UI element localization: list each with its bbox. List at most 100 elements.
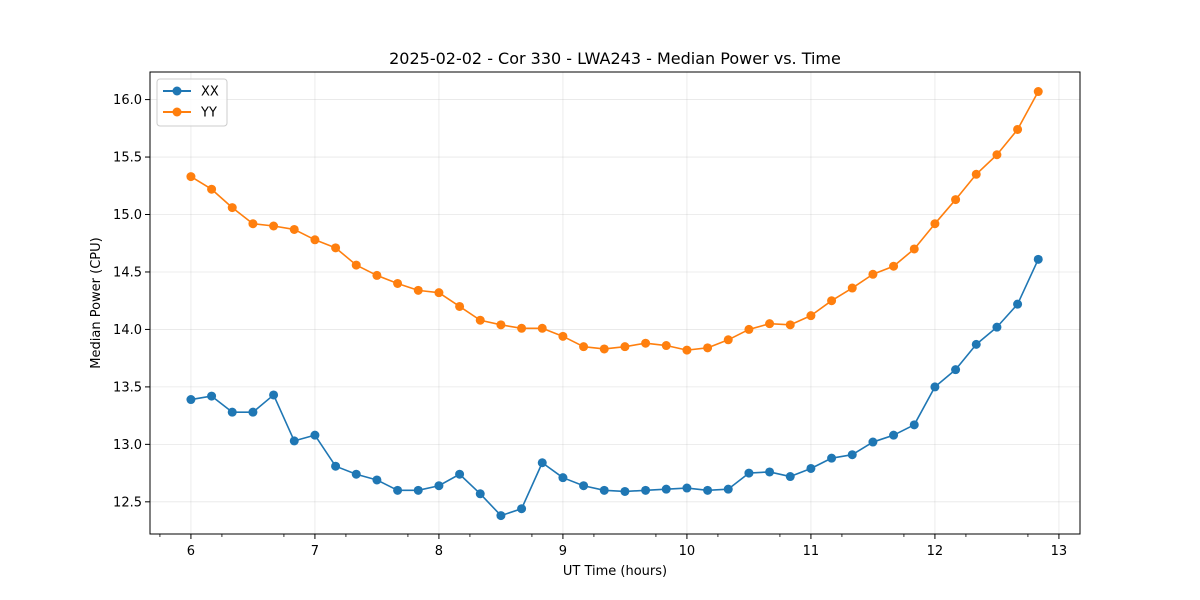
data-point-xx [248, 407, 258, 417]
data-point-yy [723, 335, 733, 345]
x-axis-title: UT Time (hours) [563, 564, 667, 579]
data-point-xx [785, 472, 795, 482]
x-tick-label: 12 [927, 544, 944, 559]
data-point-yy [620, 342, 630, 352]
data-point-yy [496, 320, 506, 330]
data-point-yy [930, 219, 940, 229]
data-point-yy [909, 244, 919, 254]
y-axis-title: Median Power (CPU) [89, 237, 104, 368]
data-point-yy [641, 338, 651, 348]
x-tick-label: 8 [435, 544, 443, 559]
data-point-yy [289, 224, 299, 234]
data-point-xx [765, 467, 775, 477]
data-point-xx [641, 485, 651, 495]
series-layer [186, 87, 1043, 521]
data-point-yy [579, 342, 589, 352]
data-point-yy [661, 341, 671, 351]
data-point-xx [207, 391, 217, 401]
data-point-xx [971, 339, 981, 349]
y-tick-label: 15.5 [113, 151, 142, 166]
data-point-yy [248, 219, 258, 229]
data-point-xx [744, 468, 754, 478]
data-point-yy [599, 344, 609, 354]
data-point-yy [517, 323, 527, 333]
legend: XX YY [156, 78, 228, 127]
y-tick-label: 13.5 [113, 380, 142, 395]
data-point-xx [393, 485, 403, 495]
data-point-xx [723, 484, 733, 494]
x-tick-label: 9 [559, 544, 567, 559]
data-point-xx [475, 489, 485, 499]
data-point-xx [661, 484, 671, 494]
data-point-yy [331, 243, 341, 253]
data-point-xx [951, 365, 961, 375]
data-point-yy [703, 343, 713, 353]
data-point-yy [186, 172, 196, 182]
y-tick-label: 12.5 [113, 495, 142, 510]
data-point-yy [227, 203, 237, 213]
data-point-xx [599, 485, 609, 495]
data-point-xx [868, 437, 878, 447]
data-point-yy [889, 261, 899, 271]
x-tick-label: 7 [311, 544, 319, 559]
y-tick-label: 14.0 [113, 323, 142, 338]
data-point-xx [351, 469, 361, 479]
data-point-xx [909, 420, 919, 430]
data-point-xx [930, 382, 940, 392]
data-point-xx [558, 473, 568, 483]
data-point-xx [372, 475, 382, 485]
data-point-xx [517, 504, 527, 514]
data-point-xx [992, 322, 1002, 332]
data-point-xx [227, 407, 237, 417]
data-point-xx [186, 395, 196, 405]
data-point-yy [434, 288, 444, 298]
data-point-yy [393, 278, 403, 288]
data-point-yy [1013, 124, 1023, 134]
legend-marker-yy [172, 107, 182, 117]
data-point-xx [806, 463, 816, 473]
data-point-xx [620, 486, 630, 496]
data-point-yy [827, 296, 837, 306]
data-point-yy [351, 260, 361, 270]
data-point-yy [847, 283, 857, 293]
data-point-yy [682, 345, 692, 355]
data-point-yy [269, 221, 279, 231]
data-point-xx [413, 485, 423, 495]
y-tick-label: 13.0 [113, 438, 142, 453]
y-tick-label: 16.0 [113, 93, 142, 108]
data-point-yy [372, 270, 382, 280]
data-point-xx [537, 458, 547, 468]
data-point-yy [971, 169, 981, 179]
data-point-yy [558, 331, 568, 341]
legend-label-yy: YY [200, 106, 217, 121]
data-point-xx [1033, 254, 1043, 264]
data-point-yy [951, 195, 961, 205]
data-point-yy [765, 319, 775, 329]
data-point-yy [744, 324, 754, 334]
chart-title: 2025-02-02 - Cor 330 - LWA243 - Median P… [389, 49, 841, 68]
grid [150, 72, 1080, 534]
data-point-xx [434, 481, 444, 491]
data-point-yy [207, 184, 217, 194]
x-tick-label: 11 [803, 544, 820, 559]
legend-label-xx: XX [201, 85, 219, 100]
data-point-xx [331, 461, 341, 471]
data-point-xx [496, 511, 506, 521]
y-tick-label: 15.0 [113, 208, 142, 223]
data-point-xx [269, 390, 279, 400]
x-tick-label: 13 [1051, 544, 1068, 559]
data-point-xx [579, 481, 589, 491]
axes: 6 7 8 9 10 11 12 13 12.5 13.0 13.5 14.0 14.5 15.0 15.5… [113, 93, 1067, 559]
data-point-xx [289, 436, 299, 446]
data-point-yy [455, 301, 465, 311]
data-point-yy [868, 269, 878, 279]
data-point-yy [475, 315, 485, 325]
data-point-xx [889, 430, 899, 440]
data-point-yy [785, 320, 795, 330]
data-point-yy [413, 285, 423, 295]
data-point-xx [682, 483, 692, 493]
data-point-xx [1013, 299, 1023, 309]
data-point-xx [310, 430, 320, 440]
x-tick-label: 10 [679, 544, 696, 559]
